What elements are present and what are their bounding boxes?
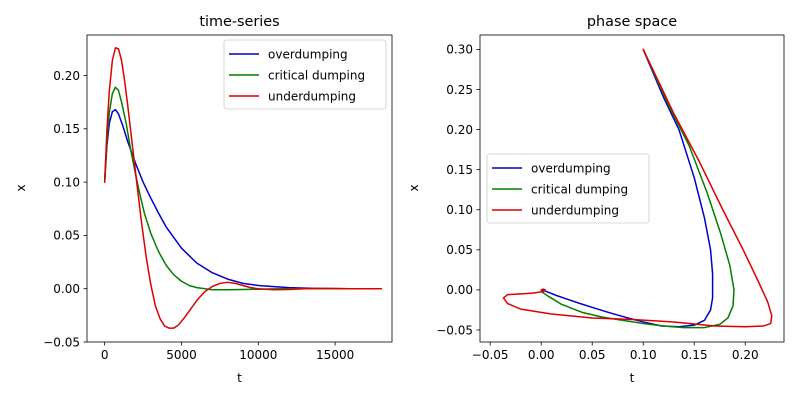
x-tick-label: 15000 [316,348,354,362]
y-axis-label: x [407,184,421,191]
y-tick-label: −0.05 [43,335,80,349]
legend-entry-label: critical dumping [531,182,628,196]
y-tick-label: −0.05 [436,323,473,337]
y-tick-label: 0.20 [446,123,473,137]
x-tick-label: −0.05 [472,348,509,362]
plot-frame [479,34,785,343]
y-tick-label: 0.05 [446,243,473,257]
x-axis-label: t [630,371,635,385]
y-tick-label: 0.00 [446,283,473,297]
x-axis-label: t [237,371,242,385]
phase-space-plot: phase space t x −0.05 0.00 0.05 0.10 0.15 0.2… [407,14,785,385]
x-tick-label: 0.20 [732,348,759,362]
y-tick-label: 0.05 [53,229,80,243]
x-tick-label: 0 [101,348,109,362]
legend-entry-label: critical dumping [268,68,365,82]
series-line-underdumping [103,47,382,329]
legend: overdumping critical dumping underdumping [486,153,650,224]
legend-entry-label: overdumping [268,47,348,61]
series-lines [502,48,773,329]
legend-entry-label: underdumping [531,203,619,217]
plot-title: phase space [587,14,677,30]
legend-box [223,39,387,110]
x-tick-label: 0.15 [681,348,708,362]
y-tick-label: 0.25 [446,83,473,97]
x-tick-label: 0.00 [528,348,555,362]
legend: overdumping critical dumping underdumping [223,39,387,110]
y-tick-label: 0.15 [53,122,80,136]
series-lines [103,47,382,329]
x-tick-label: 0.05 [579,348,606,362]
legend-entry-label: overdumping [531,161,611,175]
x-tick-label: 10000 [239,348,277,362]
y-tick-label: 0.00 [53,282,80,296]
y-tick-label: 0.10 [53,175,80,189]
time-series-plot: time-series t x 0 5000 10000 15000 −0.05 0.00… [14,14,393,385]
y-axis-label: x [14,184,28,191]
x-tick-label: 0.10 [630,348,657,362]
y-tick-label: 0.15 [446,163,473,177]
plot-frame [86,34,393,343]
y-tick-label: 0.20 [53,69,80,83]
series-line-underdumping [502,48,773,328]
legend-entry-label: underdumping [268,89,356,103]
plot-title: time-series [199,14,279,30]
legend-box [486,153,650,224]
y-tick-label: 0.10 [446,203,473,217]
y-tick-label: 0.30 [446,43,473,57]
x-tick-label: 5000 [166,348,197,362]
